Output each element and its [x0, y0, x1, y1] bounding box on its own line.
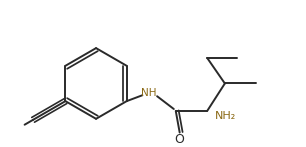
Text: O: O [175, 133, 185, 146]
Text: NH₂: NH₂ [215, 111, 236, 121]
Text: NH: NH [140, 88, 156, 98]
